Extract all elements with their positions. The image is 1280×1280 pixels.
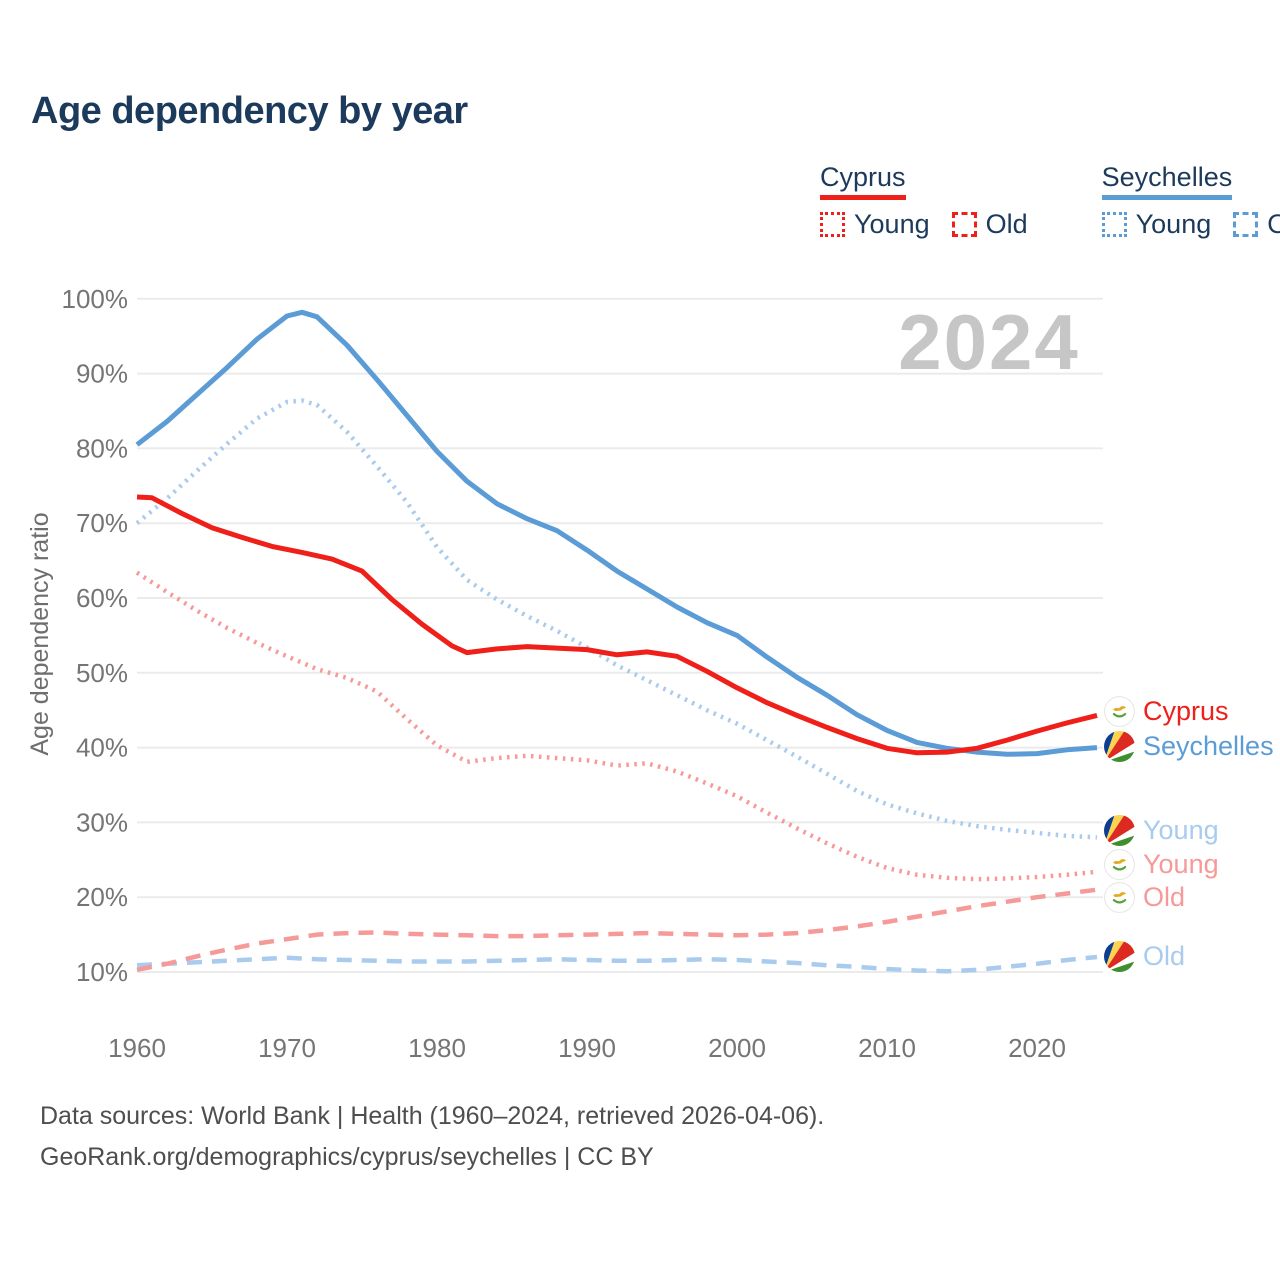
y-tick-label: 80% xyxy=(76,433,128,463)
x-tick-label: 2020 xyxy=(1008,1033,1066,1063)
series-line-seychelles-young xyxy=(135,398,1098,840)
x-tick-label: 1990 xyxy=(558,1033,616,1063)
page-title: Age dependency by year xyxy=(31,90,468,132)
dashed-swatch-icon xyxy=(951,212,977,237)
attribution-line: GeoRank.org/demographics/cyprus/seychell… xyxy=(40,1143,654,1171)
series-line-cyprus-old xyxy=(136,887,1098,973)
x-tick-label: 1970 xyxy=(258,1033,316,1063)
y-tick-label: 50% xyxy=(76,658,128,688)
x-tick-label: 2000 xyxy=(708,1033,766,1063)
series-line-cyprus-young xyxy=(135,570,1098,882)
legend-item-cyprus-young[interactable]: Young xyxy=(820,209,930,240)
y-tick-label: 100% xyxy=(62,284,129,314)
x-tick-label: 1980 xyxy=(408,1033,466,1063)
legend-cyprus-items: Young Old xyxy=(820,209,1028,240)
x-tick-label: 2010 xyxy=(858,1033,916,1063)
legend-item-label: Young xyxy=(1135,209,1212,239)
legend: Cyprus Young Old Seychelles Young xyxy=(820,162,1280,240)
y-axis-title: Age dependency ratio xyxy=(26,512,54,755)
y-tick-label: 20% xyxy=(76,882,128,912)
y-tick-label: 60% xyxy=(76,583,128,613)
legend-seychelles-items: Young Old xyxy=(1101,209,1280,240)
y-tick-label: 40% xyxy=(76,733,128,763)
footer: Data sources: World Bank | Health (1960–… xyxy=(40,1096,824,1178)
legend-item-seychelles-young[interactable]: Young xyxy=(1101,209,1212,240)
series-line-cyprus xyxy=(136,494,1098,756)
legend-group-cyprus: Cyprus Young Old xyxy=(820,162,1028,240)
series-line-seychelles xyxy=(135,309,1098,757)
y-tick-label: 90% xyxy=(76,359,128,389)
y-tick-label: 30% xyxy=(76,807,128,837)
legend-seychelles-heading[interactable]: Seychelles xyxy=(1101,162,1233,200)
legend-item-seychelles-old[interactable]: Old xyxy=(1233,209,1280,240)
data-sources-line: Data sources: World Bank | Health (1960–… xyxy=(40,1102,825,1130)
legend-item-label: Old xyxy=(985,209,1028,239)
legend-cyprus-heading[interactable]: Cyprus xyxy=(820,162,906,200)
dashed-swatch-icon xyxy=(1233,212,1259,237)
y-tick-label: 70% xyxy=(76,508,128,538)
y-tick-label: 10% xyxy=(76,957,128,987)
dotted-swatch-icon xyxy=(820,212,845,237)
legend-group-seychelles: Seychelles Young Old xyxy=(1101,162,1280,240)
series-line-seychelles-old xyxy=(136,954,1098,974)
x-tick-label: 1960 xyxy=(108,1033,166,1063)
legend-item-label: Old xyxy=(1267,209,1280,239)
dotted-swatch-icon xyxy=(1101,212,1127,237)
watermark-year: 2024 xyxy=(898,298,1080,386)
legend-item-cyprus-old[interactable]: Old xyxy=(951,209,1028,240)
legend-item-label: Young xyxy=(854,209,930,239)
